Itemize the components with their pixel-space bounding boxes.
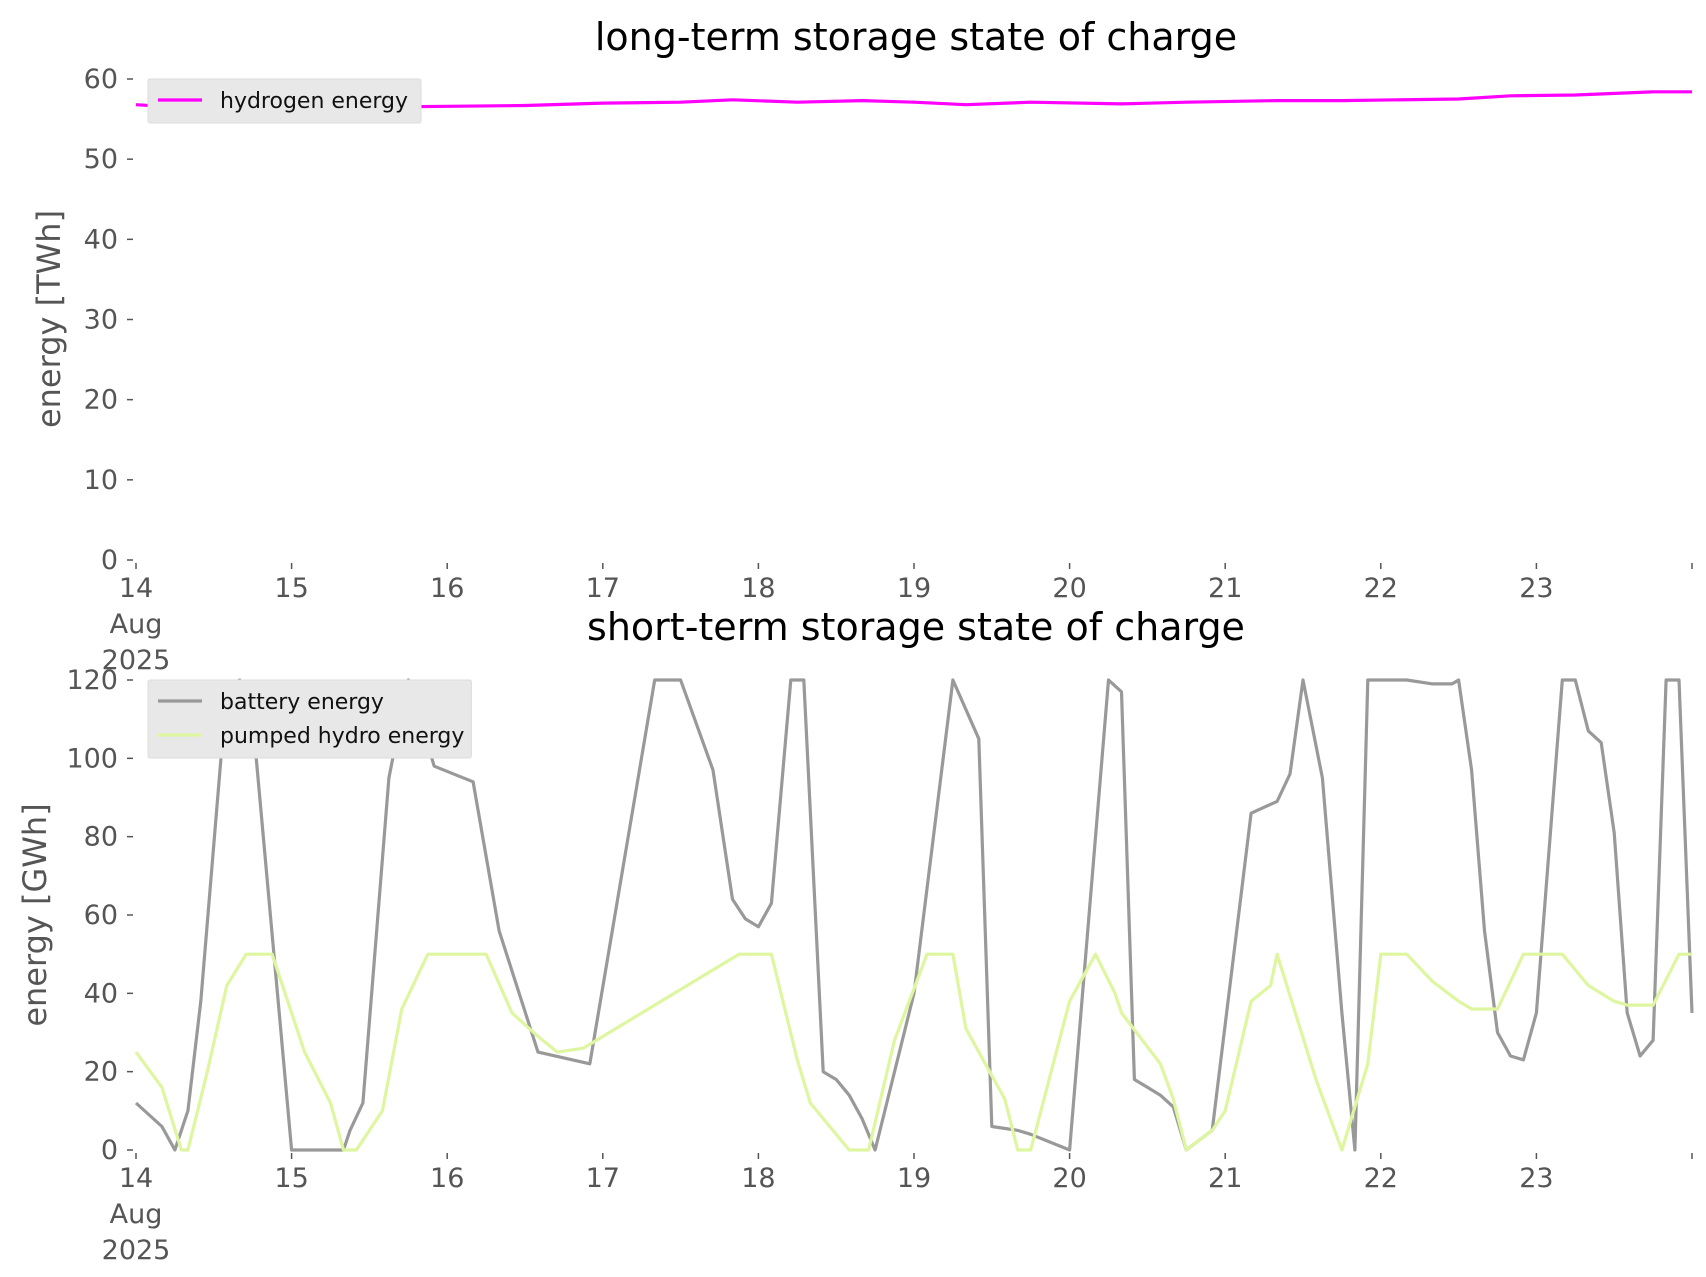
- y-tick-label: 40: [84, 978, 118, 1009]
- x-tick-label: 19: [897, 1163, 931, 1194]
- y-tick-label: 10: [84, 465, 118, 496]
- y-axis-label: energy [TWh]: [30, 210, 68, 428]
- x-tick-date-label: 2025: [102, 645, 171, 676]
- x-tick-label: 23: [1519, 573, 1553, 604]
- x-tick-label: 21: [1208, 1163, 1242, 1194]
- series-line-2: [134, 952, 1692, 1152]
- x-tick-label: 20: [1052, 1163, 1086, 1194]
- x-tick-label: 17: [586, 573, 620, 604]
- y-tick-label: 50: [84, 144, 118, 175]
- y-tick-label: 40: [84, 224, 118, 255]
- y-tick-label: 0: [101, 545, 118, 576]
- x-tick-date-label: Aug: [110, 609, 163, 640]
- y-tick-label: 80: [84, 822, 118, 853]
- y-tick-label: 0: [101, 1135, 118, 1166]
- y-axis-label: energy [GWh]: [16, 803, 54, 1026]
- legend-label: battery energy: [220, 690, 384, 715]
- x-tick-label: 16: [430, 573, 464, 604]
- y-tick-label: 30: [84, 305, 118, 336]
- legend-label: hydrogen energy: [220, 89, 408, 114]
- chart-2: short-term storage state of charge energy…: [16, 605, 1694, 1266]
- x-tick-label: 20: [1052, 573, 1086, 604]
- x-tick-date-label: 2025: [102, 1235, 171, 1266]
- x-tick-label: 17: [586, 1163, 620, 1194]
- y-tick-label: 20: [84, 1057, 118, 1088]
- y-tick-label: 60: [84, 64, 118, 95]
- x-tick-label: 14: [119, 1163, 153, 1194]
- x-tick-label: 22: [1364, 573, 1398, 604]
- legend: hydrogen energy: [147, 78, 422, 124]
- legend: battery energy pumped hydro energy: [147, 679, 472, 759]
- chart-title: long-term storage state of charge: [595, 15, 1237, 59]
- x-tick-label: 21: [1208, 573, 1242, 604]
- x-tick-label: 16: [430, 1163, 464, 1194]
- x-tick-label: 18: [741, 573, 775, 604]
- x-tick-label: 22: [1364, 1163, 1398, 1194]
- chart-title: short-term storage state of charge: [587, 605, 1245, 649]
- legend-box: [147, 679, 472, 759]
- y-tick-label: 60: [84, 900, 118, 931]
- legend-label: pumped hydro energy: [220, 724, 464, 749]
- x-tick-label: 15: [274, 1163, 308, 1194]
- x-tick-label: 14: [119, 573, 153, 604]
- x-tick-label: 18: [741, 1163, 775, 1194]
- y-tick-label: 100: [66, 743, 118, 774]
- y-tick-label: 20: [84, 385, 118, 416]
- chart-1: long-term storage state of charge energy …: [30, 15, 1693, 676]
- x-tick-label: 19: [897, 573, 931, 604]
- x-tick-label: 15: [274, 573, 308, 604]
- legend-box: [147, 78, 422, 124]
- x-tick-date-label: Aug: [110, 1199, 163, 1230]
- y-tick-label: 120: [66, 665, 118, 696]
- x-tick-label: 23: [1519, 1163, 1553, 1194]
